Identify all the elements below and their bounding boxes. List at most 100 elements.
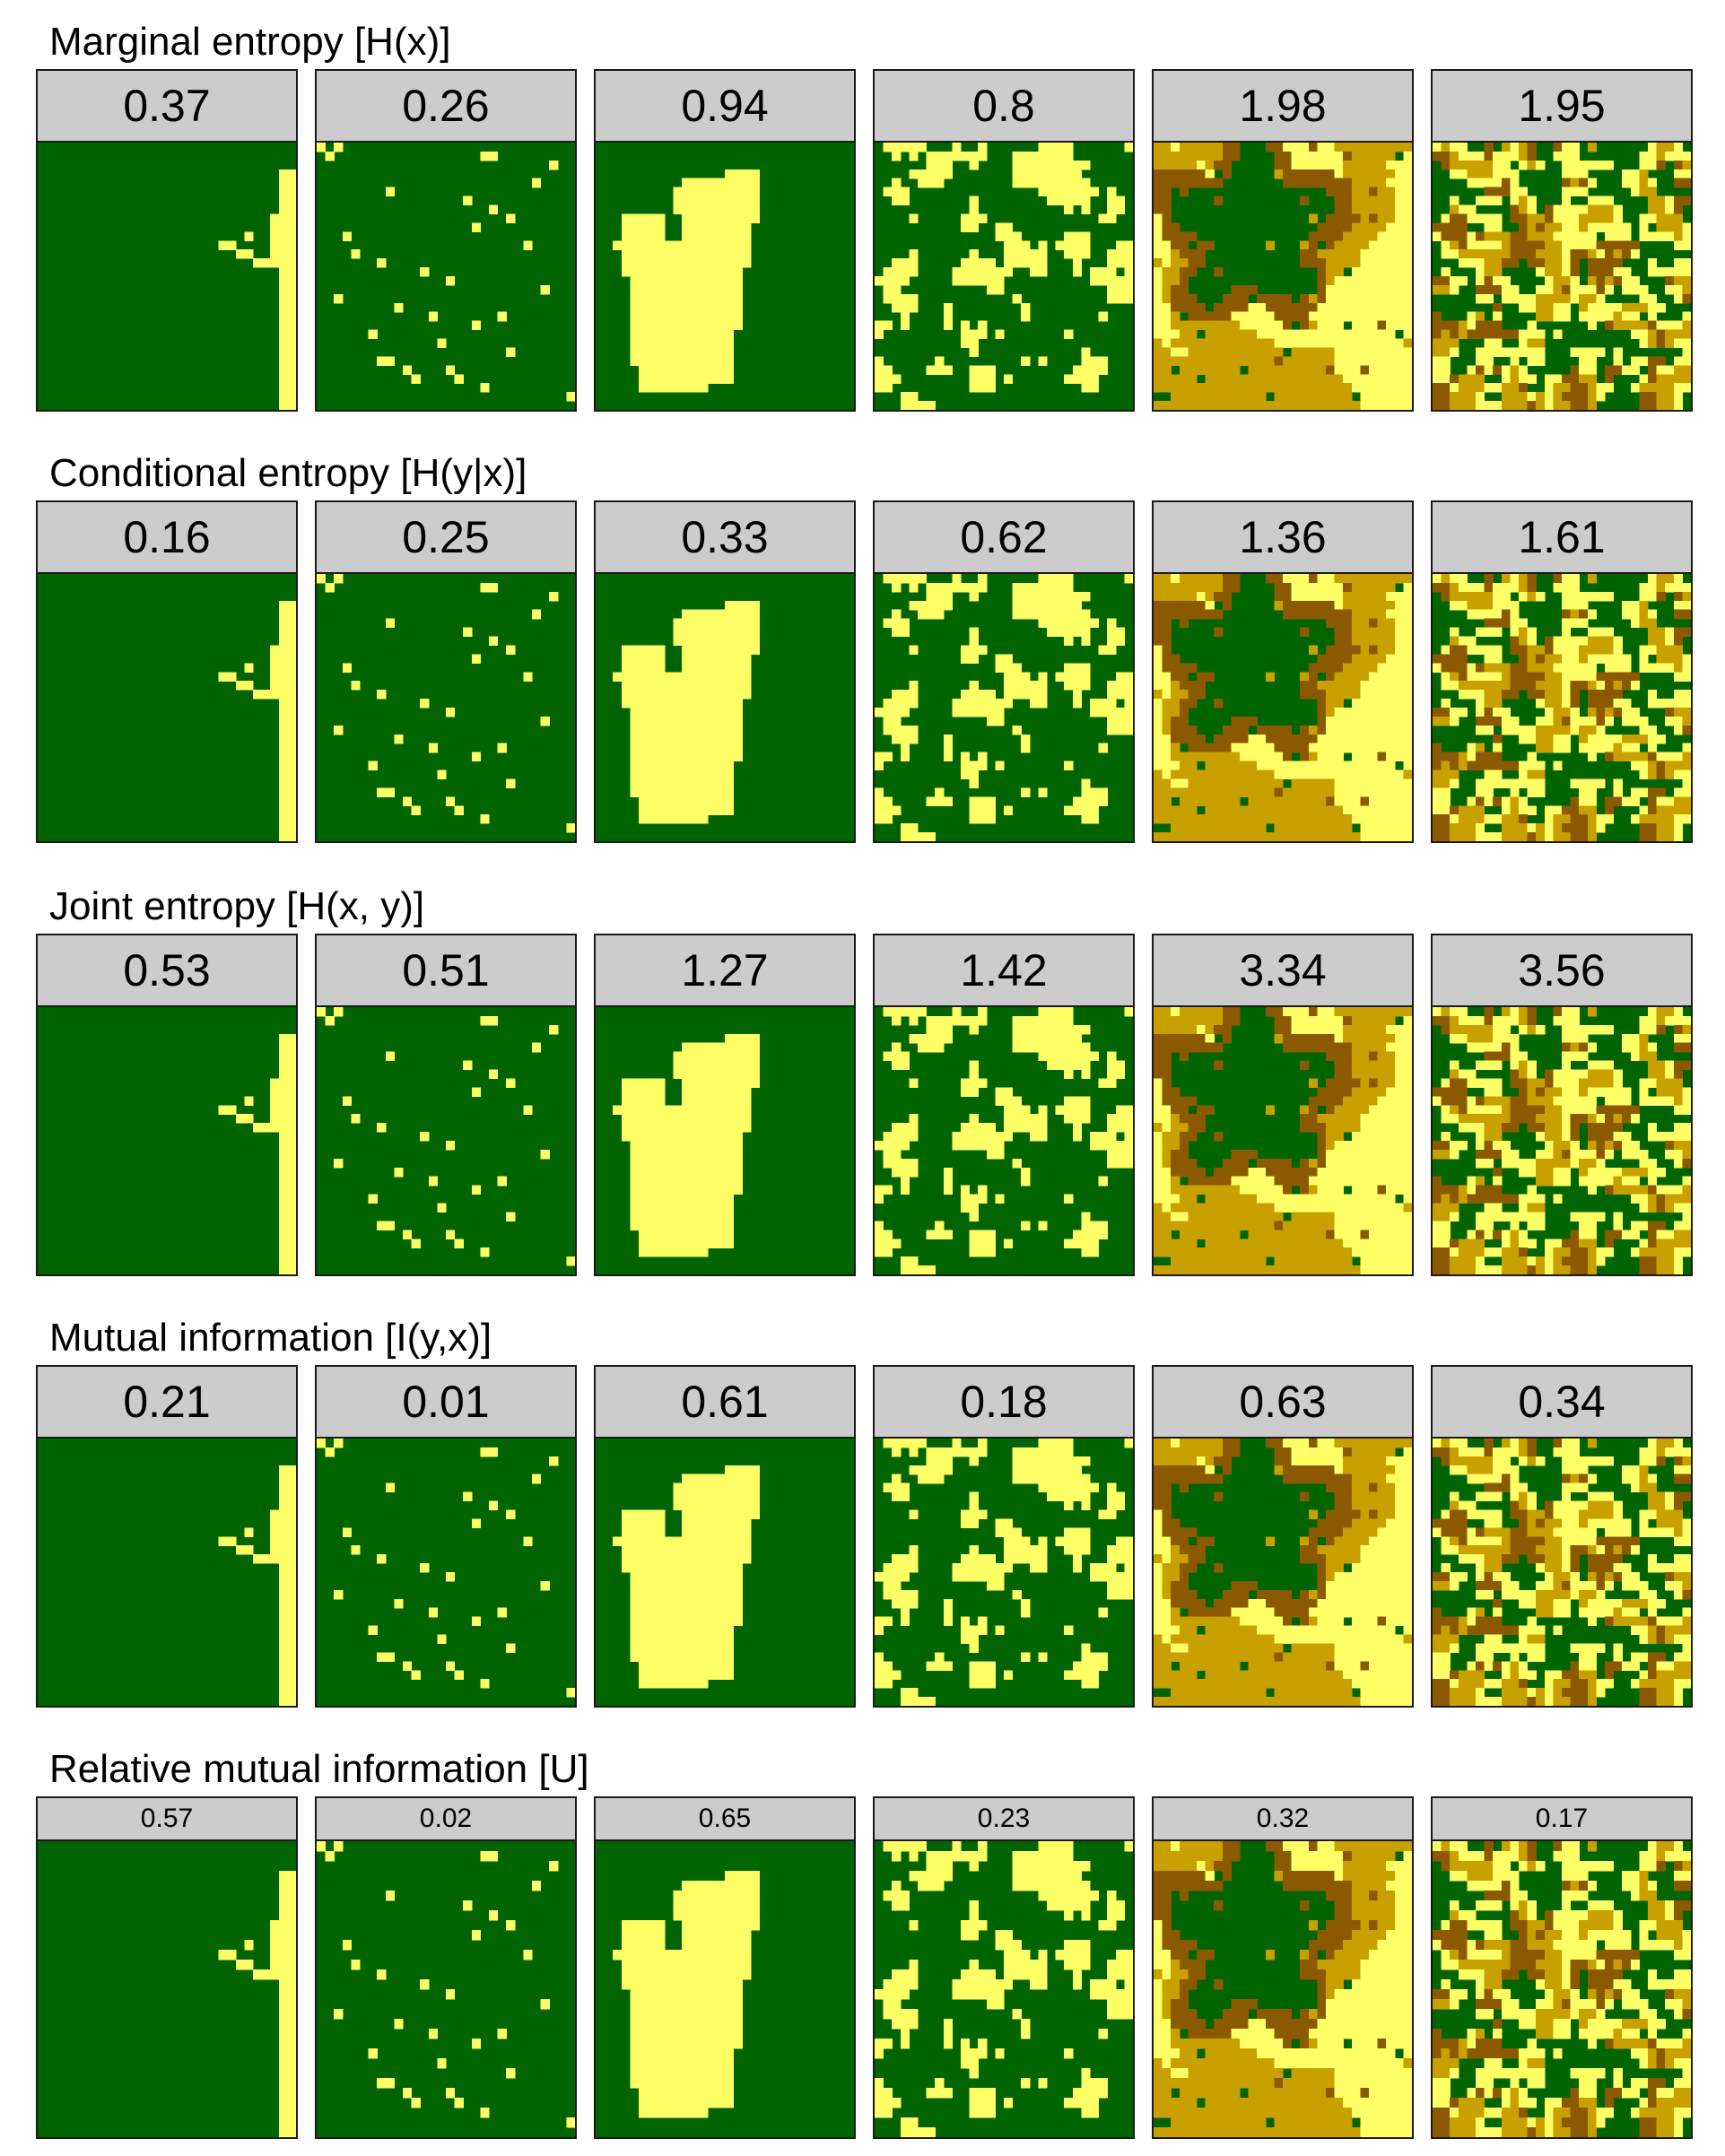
panel-value-label: 1.36	[1154, 502, 1412, 574]
panel-value-label: 0.53	[38, 935, 296, 1007]
map-panel-6: 0.17	[1431, 1796, 1693, 2139]
panel-value-label: 0.02	[317, 1798, 575, 1841]
section-title: Mutual information [I(y,x)]	[49, 1316, 492, 1360]
landscape-map	[317, 1841, 575, 2137]
landscape-map	[317, 1007, 575, 1274]
landscape-map	[596, 574, 854, 841]
landscape-map	[38, 1841, 296, 2137]
map-panel-2: 0.26	[315, 69, 577, 412]
panel-value-label: 0.16	[38, 502, 296, 574]
panel-value-label: 3.56	[1433, 935, 1691, 1007]
landscape-map	[1433, 1439, 1691, 1706]
panel-row: 0.16 0.25 0.33 0.62 1.36 1.61	[36, 500, 1704, 845]
landscape-map	[596, 1841, 854, 2137]
landscape-map	[1433, 574, 1691, 841]
section-title: Relative mutual information [U]	[49, 1747, 589, 1791]
landscape-map	[596, 1439, 854, 1706]
map-panel-3: 0.94	[594, 69, 856, 412]
landscape-map	[317, 143, 575, 410]
panel-value-label: 0.21	[38, 1367, 296, 1439]
map-panel-3: 1.27	[594, 934, 856, 1276]
map-panel-1: 0.53	[36, 934, 298, 1276]
map-panel-1: 0.37	[36, 69, 298, 412]
landscape-map	[875, 1439, 1133, 1706]
landscape-map	[875, 574, 1133, 841]
map-panel-2: 0.25	[315, 500, 577, 843]
landscape-map	[596, 1007, 854, 1274]
landscape-map	[1433, 1841, 1691, 2137]
map-panel-2: 0.02	[315, 1796, 577, 2139]
landscape-map	[875, 143, 1133, 410]
section-title: Joint entropy [H(x, y)]	[49, 884, 425, 928]
landscape-map	[317, 1439, 575, 1706]
panel-value-label: 0.8	[875, 71, 1133, 143]
map-panel-6: 1.61	[1431, 500, 1693, 843]
panel-value-label: 0.51	[317, 935, 575, 1007]
map-panel-3: 0.33	[594, 500, 856, 843]
map-panel-4: 0.23	[873, 1796, 1135, 2139]
map-panel-1: 0.16	[36, 500, 298, 843]
panel-value-label: 0.63	[1154, 1367, 1412, 1439]
map-panel-2: 0.51	[315, 934, 577, 1276]
map-panel-4: 0.8	[873, 69, 1135, 412]
map-panel-5: 0.32	[1152, 1796, 1414, 2139]
panel-value-label: 1.42	[875, 935, 1133, 1007]
panel-value-label: 0.17	[1433, 1798, 1691, 1841]
map-panel-5: 1.98	[1152, 69, 1414, 412]
panel-value-label: 3.34	[1154, 935, 1412, 1007]
map-panel-5: 3.34	[1152, 934, 1414, 1276]
landscape-map	[875, 1841, 1133, 2137]
landscape-map	[1433, 1007, 1691, 1274]
landscape-map	[38, 574, 296, 841]
map-panel-5: 0.63	[1152, 1365, 1414, 1708]
panel-value-label: 0.34	[1433, 1367, 1691, 1439]
landscape-map	[1154, 1841, 1412, 2137]
section-title: Marginal entropy [H(x)]	[49, 20, 451, 64]
panel-value-label: 0.57	[38, 1798, 296, 1841]
panel-value-label: 0.01	[317, 1367, 575, 1439]
map-panel-6: 3.56	[1431, 934, 1693, 1276]
panel-value-label: 0.18	[875, 1367, 1133, 1439]
map-panel-4: 0.62	[873, 500, 1135, 843]
landscape-map	[38, 1439, 296, 1706]
landscape-map	[1154, 143, 1412, 410]
panel-value-label: 0.62	[875, 502, 1133, 574]
panel-value-label: 0.26	[317, 71, 575, 143]
panel-value-label: 0.94	[596, 71, 854, 143]
map-panel-3: 0.61	[594, 1365, 856, 1708]
panel-row: 0.53 0.51 1.27 1.42 3.34 3.56	[36, 934, 1704, 1278]
panel-value-label: 0.37	[38, 71, 296, 143]
landscape-map	[38, 1007, 296, 1274]
map-panel-4: 0.18	[873, 1365, 1135, 1708]
panel-value-label: 1.95	[1433, 71, 1691, 143]
panel-value-label: 0.33	[596, 502, 854, 574]
panel-value-label: 1.61	[1433, 502, 1691, 574]
landscape-map	[317, 574, 575, 841]
panel-value-label: 0.32	[1154, 1798, 1412, 1841]
panel-value-label: 0.23	[875, 1798, 1133, 1841]
map-panel-5: 1.36	[1152, 500, 1414, 843]
landscape-map	[875, 1007, 1133, 1274]
map-panel-4: 1.42	[873, 934, 1135, 1276]
map-panel-3: 0.65	[594, 1796, 856, 2139]
panel-row: 0.37 0.26 0.94 0.8 1.98 1.95	[36, 69, 1704, 413]
map-panel-1: 0.57	[36, 1796, 298, 2139]
map-panel-6: 0.34	[1431, 1365, 1693, 1708]
landscape-map	[1154, 574, 1412, 841]
landscape-map	[1433, 143, 1691, 410]
landscape-map	[1154, 1007, 1412, 1274]
panel-value-label: 0.65	[596, 1798, 854, 1841]
panel-value-label: 1.27	[596, 935, 854, 1007]
landscape-map	[1154, 1439, 1412, 1706]
panel-row: 0.57 0.02 0.65 0.23 0.32 0.17	[36, 1796, 1704, 2141]
panel-row: 0.21 0.01 0.61 0.18 0.63 0.34	[36, 1365, 1704, 1709]
panel-value-label: 0.25	[317, 502, 575, 574]
map-panel-2: 0.01	[315, 1365, 577, 1708]
panel-value-label: 0.61	[596, 1367, 854, 1439]
landscape-map	[596, 143, 854, 410]
landscape-map	[38, 143, 296, 410]
map-panel-6: 1.95	[1431, 69, 1693, 412]
section-title: Conditional entropy [H(y|x)]	[49, 451, 527, 495]
map-panel-1: 0.21	[36, 1365, 298, 1708]
panel-value-label: 1.98	[1154, 71, 1412, 143]
